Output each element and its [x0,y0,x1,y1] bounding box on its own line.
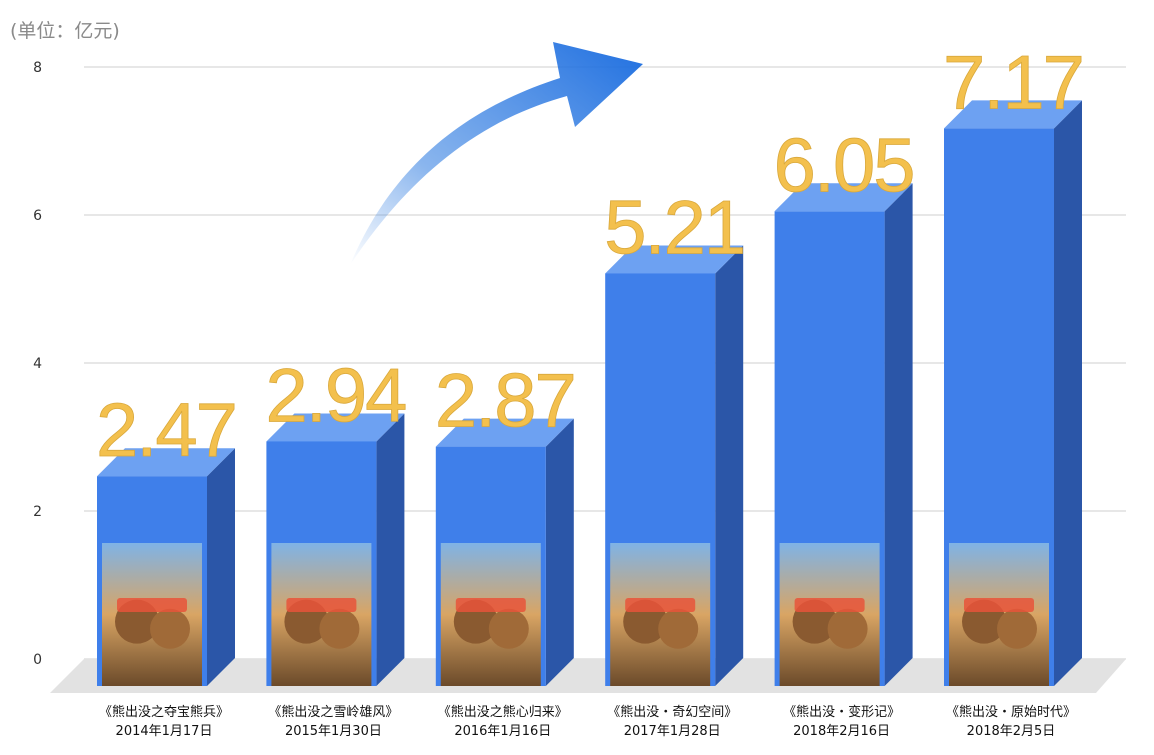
poster-title-banner [286,598,357,612]
movie-poster-image [102,543,202,686]
movie-poster-image [271,543,372,686]
y-tick-label: 2 [33,504,42,520]
category-label: 《熊出没之夺宝熊兵》 [99,704,229,720]
bear-figure-shape [997,608,1037,649]
unit-label: (单位：亿元) [10,20,120,42]
labels-layer: 2.47 《熊出没之夺宝熊兵》 2014年1月17日 2.94 《熊出没之雪岭雄风》 20… [96,40,1086,739]
bar-side [545,418,574,686]
movie-poster-image [949,543,1049,686]
bar-top [774,183,913,212]
bear-figure-shape [658,608,699,649]
category-label: 《熊出没・原始时代》 [946,704,1076,720]
poster-title-banner [455,598,526,612]
value-label: 6.05 [774,123,914,208]
bar-side [376,413,405,686]
y-tick-label: 8 [33,60,42,76]
value-label: 2.47 [96,388,236,473]
bear-figure-shape [150,608,190,649]
value-label: 7.17 [943,40,1083,125]
category-date-label: 2016年1月16日 [454,724,551,739]
poster-title-banner [794,598,865,612]
poster-title-banner [625,598,696,612]
value-label: 2.87 [435,359,575,444]
bar-top [944,100,1082,129]
y-tick-label: 6 [33,208,42,224]
bar-side [207,448,235,686]
poster-title-banner [117,598,187,612]
bear-figure-shape [488,608,529,649]
movie-poster-image [610,543,711,686]
y-tick-label: 4 [33,356,42,372]
y-tick-label: 0 [33,652,42,668]
bars-layer [97,100,1082,687]
bear-figure-shape [319,608,360,649]
category-date-label: 2018年2月16日 [793,724,890,739]
bar-side [884,183,913,687]
bar-top [435,418,574,447]
bar-top [605,245,744,274]
trend-arrow-icon [350,42,643,265]
bar-side [715,245,744,686]
category-date-label: 2015年1月30日 [285,724,382,739]
category-date-label: 2014年1月17日 [116,724,213,739]
category-label: 《熊出没之熊心归来》 [438,704,568,720]
category-label: 《熊出没之雪岭雄风》 [268,704,398,720]
movie-poster-image [779,543,880,686]
poster-title-banner [964,598,1034,612]
bar-top [97,448,235,477]
category-date-label: 2017年1月28日 [624,724,721,739]
category-date-label: 2018年2月5日 [967,724,1056,739]
bar-top [266,413,405,442]
movie-poster-image [440,543,541,686]
bear-figure-shape [827,608,868,649]
bar-side [1054,100,1082,687]
value-label: 2.94 [265,353,406,438]
category-label: 《熊出没・奇幻空间》 [607,704,737,720]
value-label: 5.21 [604,185,744,270]
category-label: 《熊出没・变形记》 [783,704,900,720]
